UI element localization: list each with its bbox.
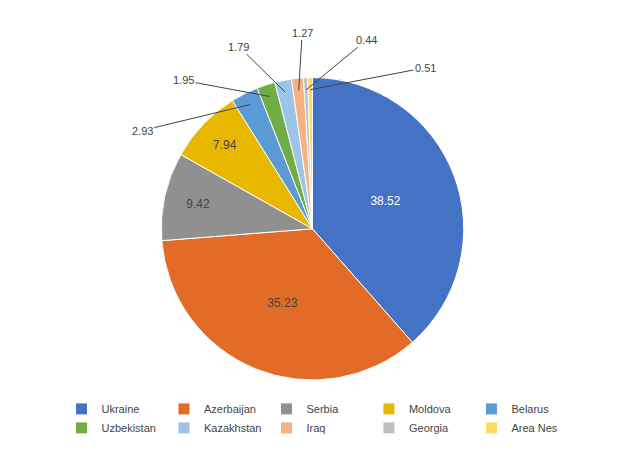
- svg-text:1.27: 1.27: [292, 27, 313, 39]
- svg-text:0.44: 0.44: [356, 34, 377, 46]
- svg-text:Georgia: Georgia: [409, 422, 449, 434]
- svg-text:Iraq: Iraq: [306, 422, 325, 434]
- svg-text:2.93: 2.93: [132, 125, 153, 137]
- svg-text:0.51: 0.51: [415, 62, 436, 74]
- svg-text:9.42: 9.42: [186, 197, 210, 211]
- svg-text:35.23: 35.23: [267, 296, 297, 310]
- svg-text:Ukraine: Ukraine: [102, 403, 140, 415]
- svg-text:Moldova: Moldova: [409, 403, 451, 415]
- svg-text:7.94: 7.94: [213, 138, 237, 152]
- svg-text:Belarus: Belarus: [511, 403, 549, 415]
- svg-text:Kazakhstan: Kazakhstan: [204, 422, 261, 434]
- svg-text:Azerbaijan: Azerbaijan: [204, 403, 256, 415]
- svg-text:1.79: 1.79: [228, 41, 249, 53]
- svg-text:38.52: 38.52: [370, 194, 400, 208]
- svg-text:1.95: 1.95: [173, 74, 194, 86]
- svg-text:Uzbekistan: Uzbekistan: [102, 422, 156, 434]
- svg-text:Area Nes: Area Nes: [511, 422, 557, 434]
- svg-text:Serbia: Serbia: [306, 403, 339, 415]
